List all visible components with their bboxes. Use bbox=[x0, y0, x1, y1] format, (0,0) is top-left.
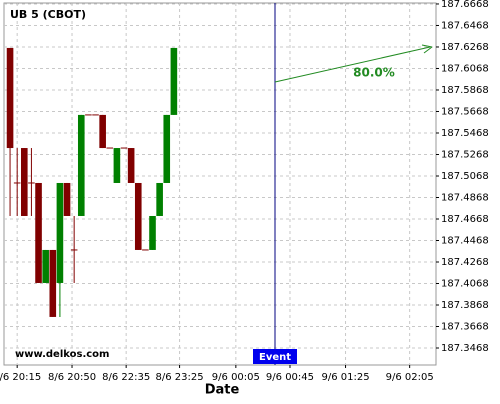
x-tick-label: 9/6 00:05 bbox=[212, 372, 260, 383]
event-label: Event bbox=[259, 352, 291, 363]
y-tick-label: 187.5868 bbox=[441, 85, 489, 96]
candle-body bbox=[92, 114, 99, 116]
y-tick-label: 187.5468 bbox=[441, 128, 489, 139]
y-tick-label: 187.3868 bbox=[441, 300, 489, 311]
candle-body bbox=[99, 114, 106, 149]
candle-body bbox=[13, 182, 21, 184]
x-axis-label: Date bbox=[205, 383, 240, 398]
arrow-head bbox=[421, 44, 433, 54]
candle-body bbox=[6, 47, 14, 149]
y-tick-label: 187.5668 bbox=[441, 106, 489, 117]
candle-body bbox=[85, 114, 92, 116]
candle-body bbox=[106, 147, 114, 149]
chart-title: UB 5 (CBOT) bbox=[10, 8, 86, 21]
candle-body bbox=[142, 249, 149, 251]
candle-body bbox=[127, 148, 135, 183]
candle-body bbox=[156, 182, 163, 216]
event-box bbox=[253, 349, 297, 364]
candle-body bbox=[28, 182, 35, 184]
y-tick-label: 187.4068 bbox=[441, 279, 489, 290]
y-tick-label: 187.5268 bbox=[441, 149, 489, 160]
x-tick-label: 8/6 23:25 bbox=[156, 372, 204, 383]
y-tick-label: 187.3468 bbox=[441, 343, 489, 354]
y-tick-label: 187.6668 bbox=[441, 0, 489, 10]
x-tick-label: 8/6 22:35 bbox=[102, 372, 150, 383]
x-tick-label: 8/6 20:15 bbox=[0, 372, 41, 383]
x-tick-label: 8/6 20:50 bbox=[48, 372, 96, 383]
watermark: www.delkos.com bbox=[15, 349, 109, 360]
y-tick-label: 187.6068 bbox=[441, 63, 489, 74]
candle-body bbox=[63, 182, 71, 216]
candle-body bbox=[120, 147, 128, 149]
y-tick-label: 187.6268 bbox=[441, 42, 489, 53]
candle-body bbox=[163, 114, 171, 183]
y-tick-label: 187.4268 bbox=[441, 257, 489, 268]
y-tick-label: 187.4468 bbox=[441, 235, 489, 246]
candle-body bbox=[170, 47, 178, 115]
y-tick-label: 187.3668 bbox=[441, 322, 489, 333]
candle-body bbox=[70, 249, 78, 251]
y-tick-label: 187.5068 bbox=[441, 171, 489, 182]
y-tick-label: 187.4668 bbox=[441, 214, 489, 225]
candle-body bbox=[134, 182, 142, 250]
candle-body bbox=[49, 249, 57, 317]
candle-body bbox=[56, 182, 64, 283]
y-tick-label: 187.4868 bbox=[441, 192, 489, 203]
candle-body bbox=[42, 249, 49, 283]
candle-body bbox=[113, 148, 121, 183]
candle-body bbox=[21, 148, 28, 216]
candle-body bbox=[77, 114, 85, 216]
annotation: 80.0% bbox=[353, 66, 395, 80]
arrow bbox=[274, 46, 431, 83]
candle-body bbox=[35, 182, 42, 283]
candle-body bbox=[149, 215, 156, 250]
x-tick-label: 9/6 01:25 bbox=[321, 372, 369, 383]
x-tick-label: 9/6 00:45 bbox=[266, 372, 314, 383]
x-tick-label: 9/6 02:05 bbox=[386, 372, 434, 383]
y-tick-label: 187.6468 bbox=[441, 20, 489, 31]
